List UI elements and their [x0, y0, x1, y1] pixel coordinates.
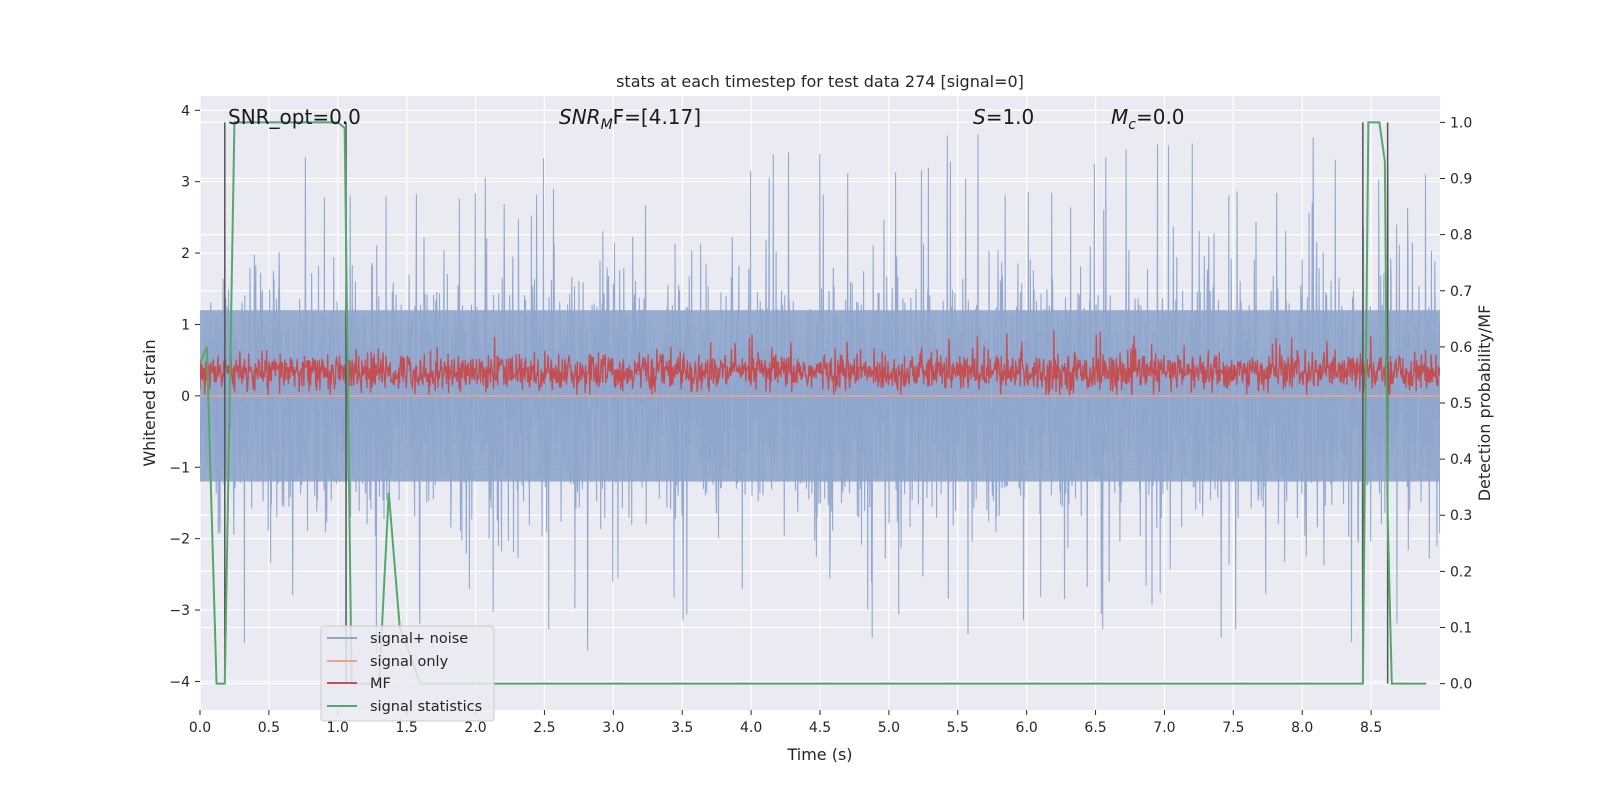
legend: signal+ noise signal only MF signal stat…	[320, 625, 495, 722]
annotation-snr-mf-sub: M	[601, 117, 613, 133]
y-axis-label: Whitened strain	[140, 339, 159, 466]
x-tick-label: 7.0	[1153, 720, 1175, 736]
y-tick-label: 3	[181, 175, 190, 191]
y-tick-label: −4	[169, 674, 190, 690]
legend-label-signal-only: signal only	[370, 654, 449, 670]
annotation-snr-mf-rest: F=[4.17]	[613, 105, 701, 129]
y2-tick-label: 0.4	[1450, 452, 1472, 468]
x-tick-label: 3.5	[671, 720, 693, 736]
x-tick-label: 1.5	[396, 720, 418, 736]
annotation-mc-rest: =0.0	[1136, 105, 1185, 129]
annotation-s-rest: =1.0	[986, 105, 1035, 129]
y2-tick-label: 0.8	[1450, 228, 1472, 244]
x-tick-label: 2.5	[533, 720, 555, 736]
annotation-s: S=1.0	[973, 105, 1034, 129]
series-mf-line	[200, 330, 1440, 396]
x-tick-label: 7.5	[1222, 720, 1244, 736]
y-tick-label: −2	[169, 532, 190, 548]
y-tick-label: −3	[169, 603, 190, 619]
y2-tick-label: 0.9	[1450, 172, 1472, 188]
annotation-mc-var: M	[1111, 105, 1128, 129]
annotation-snr-mf-main: SNR	[559, 105, 601, 129]
y2-tick-label: 1.0	[1450, 115, 1472, 131]
y-tick-label: 0	[181, 389, 190, 405]
x-tick-label: 0.0	[189, 720, 211, 736]
annotation-mc: Mc=0.0	[1111, 105, 1185, 133]
x-tick-label: 2.0	[464, 720, 486, 736]
legend-label-mf: MF	[370, 676, 391, 692]
y-tick-label: −1	[169, 460, 190, 476]
x-tick-label: 5.0	[878, 720, 900, 736]
x-tick-label: 3.0	[602, 720, 624, 736]
ticks: 0.0 0.5 1.0 1.5 2.0 2.5 3.0 3.5 4.0 4.5 5.0 5.5 6.0 6…	[169, 103, 1472, 736]
y-tick-label: 1	[181, 317, 190, 333]
x-tick-label: 6.0	[1016, 720, 1038, 736]
legend-box	[320, 625, 495, 722]
legend-label-signal-statistics: signal statistics	[370, 699, 482, 715]
y2-tick-label: 0.0	[1450, 677, 1472, 693]
y2-tick-label: 0.6	[1450, 340, 1472, 356]
legend-label-signal-noise: signal+ noise	[370, 631, 468, 647]
x-tick-label: 4.0	[740, 720, 762, 736]
y2-tick-label: 0.1	[1450, 620, 1472, 636]
annotation-snr-opt: SNR_opt=0.0	[228, 105, 361, 129]
chart-title: stats at each timestep for test data 274…	[616, 72, 1024, 91]
y2-tick-label: 0.5	[1450, 396, 1472, 412]
x-tick-label: 6.5	[1084, 720, 1106, 736]
y2-tick-label: 0.7	[1450, 284, 1472, 300]
annotation-mc-sub: c	[1128, 117, 1136, 133]
y-tick-label: 4	[181, 103, 190, 119]
y-tick-label: 2	[181, 246, 190, 262]
x-tick-label: 8.0	[1291, 720, 1313, 736]
x-tick-label: 1.0	[327, 720, 349, 736]
x-tick-label: 5.5	[947, 720, 969, 736]
series-layer	[200, 121, 1440, 685]
series-signal-statistics-line	[200, 121, 1427, 685]
x-tick-label: 4.5	[809, 720, 831, 736]
x-tick-label: 8.5	[1360, 720, 1382, 736]
x-tick-label: 0.5	[258, 720, 280, 736]
x-axis-label: Time (s)	[786, 745, 852, 764]
y2-axis-label: Detection probability/MF	[1475, 305, 1494, 502]
y2-tick-label: 0.3	[1450, 508, 1472, 524]
y2-tick-label: 0.2	[1450, 564, 1472, 580]
annotation-snr-mf: SNRMF=[4.17]	[559, 105, 701, 133]
annotation-s-var: S	[973, 105, 986, 129]
